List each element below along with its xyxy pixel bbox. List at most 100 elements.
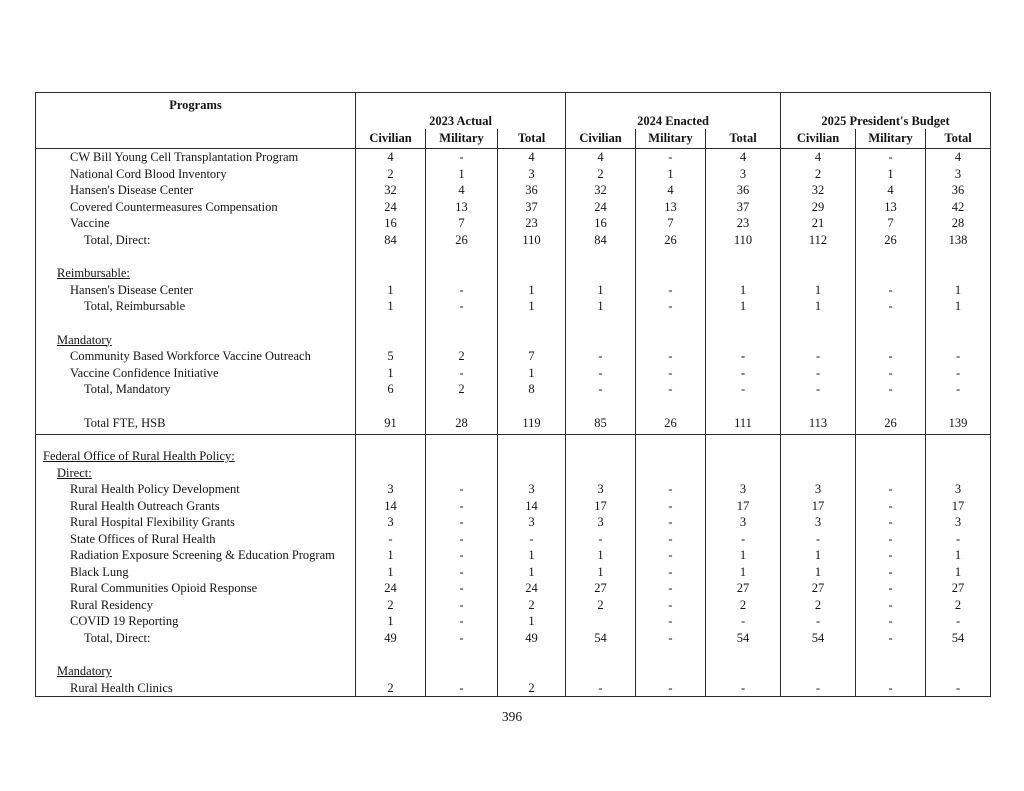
cell-value: 36 [925, 182, 991, 199]
cell-value: - [855, 530, 926, 547]
cell-value: - [425, 497, 498, 514]
cell-value: 8 [496, 381, 566, 398]
table-row: Community Based Workforce Vaccine Outrea… [36, 348, 991, 365]
row-label [36, 248, 356, 265]
cell-value: - [635, 613, 706, 630]
cell-value: - [635, 381, 706, 398]
cell-value: - [635, 281, 706, 298]
cell-value: - [425, 281, 498, 298]
cell-value: 1 [565, 547, 636, 564]
cell-value: 2 [425, 348, 498, 365]
cell-value: - [855, 547, 926, 564]
spacer-row [36, 248, 991, 265]
cell-value: 1 [855, 165, 926, 182]
cell-value: - [855, 497, 926, 514]
cell-value: 119 [496, 414, 566, 435]
cell-value: - [855, 381, 926, 398]
cell-value: 16 [565, 215, 636, 232]
row-label [36, 646, 356, 663]
cell-value [635, 464, 706, 481]
cell-value: 6 [355, 381, 426, 398]
cell-value [855, 464, 926, 481]
cell-value [496, 397, 566, 415]
sub-header-row: Civilian Military Total Civilian Military Tot… [36, 129, 991, 149]
cell-value [425, 265, 498, 282]
cell-value: 2 [496, 596, 566, 613]
cell-value: 4 [565, 148, 636, 166]
row-label: Rural Hospital Flexibility Grants [70, 515, 235, 529]
cell-value: 42 [925, 198, 991, 215]
spacer-row [36, 314, 991, 332]
cell-value: - [925, 364, 991, 381]
cell-value: 36 [705, 182, 781, 199]
cell-value [355, 646, 426, 663]
cell-value: 2 [925, 596, 991, 613]
cell-value [855, 663, 926, 680]
cell-value: 1 [705, 298, 781, 315]
cell-value [925, 464, 991, 481]
cell-value: - [635, 497, 706, 514]
cell-value: 24 [355, 580, 426, 597]
cell-value: - [635, 679, 706, 697]
row-label: Total, Direct: [84, 232, 151, 247]
cell-value: - [780, 613, 856, 630]
cell-value [705, 331, 781, 348]
cell-value [565, 613, 636, 630]
cell-value: - [635, 481, 706, 498]
cell-value: - [425, 629, 498, 646]
cell-value: 113 [780, 414, 856, 435]
cell-value [705, 663, 781, 680]
table-row: Federal Office of Rural Health Policy: [36, 434, 991, 465]
cell-value [496, 646, 566, 663]
cell-value [780, 646, 856, 663]
cell-value: 1 [355, 364, 426, 381]
cell-value: 2 [355, 165, 426, 182]
cell-value [355, 464, 426, 481]
cell-value: - [925, 381, 991, 398]
cell-value: 85 [565, 414, 636, 435]
table-row: Total, Reimbursable 1-1 1-1 1-1 [36, 298, 991, 315]
cell-value: - [855, 629, 926, 646]
cell-value: - [705, 348, 781, 365]
cell-value: 110 [496, 231, 566, 248]
cell-value [705, 397, 781, 415]
cell-value [565, 248, 636, 265]
cell-value [425, 248, 498, 265]
cell-value [705, 646, 781, 663]
cell-value: 13 [425, 198, 498, 215]
cell-value: - [565, 364, 636, 381]
cell-value: 1 [496, 281, 566, 298]
cell-value: 23 [705, 215, 781, 232]
cell-value: 110 [705, 231, 781, 248]
cell-value: 3 [780, 514, 856, 531]
cell-value [425, 663, 498, 680]
cell-value [425, 434, 498, 465]
cell-value [565, 464, 636, 481]
row-label: Rural Health Policy Development [70, 482, 240, 496]
row-label: Radiation Exposure Screening & Education… [70, 548, 335, 562]
row-label: Community Based Workforce Vaccine Outrea… [70, 349, 311, 363]
cell-value: 2 [565, 596, 636, 613]
cell-value: 4 [635, 182, 706, 199]
cell-value: - [635, 530, 706, 547]
cell-value: 1 [496, 547, 566, 564]
cell-value: 1 [925, 281, 991, 298]
cell-value: - [425, 563, 498, 580]
cell-value: 139 [925, 414, 991, 435]
cell-value: 4 [496, 148, 566, 166]
group-header-row: Programs 2023 Actual 2024 Enacted 2025 P… [35, 92, 991, 149]
row-label: Total, Mandatory [84, 382, 171, 396]
cell-value [925, 314, 991, 332]
row-label: Direct: [57, 465, 92, 480]
cell-value: 3 [780, 481, 856, 498]
cell-value: 54 [925, 629, 991, 646]
cell-value: - [425, 679, 498, 697]
cell-value [635, 397, 706, 415]
cell-value: 1 [355, 563, 426, 580]
cell-value: - [925, 613, 991, 630]
cell-value: - [780, 530, 856, 547]
cell-value [635, 646, 706, 663]
cell-value: - [635, 596, 706, 613]
cell-value: 27 [565, 580, 636, 597]
cell-value [925, 646, 991, 663]
